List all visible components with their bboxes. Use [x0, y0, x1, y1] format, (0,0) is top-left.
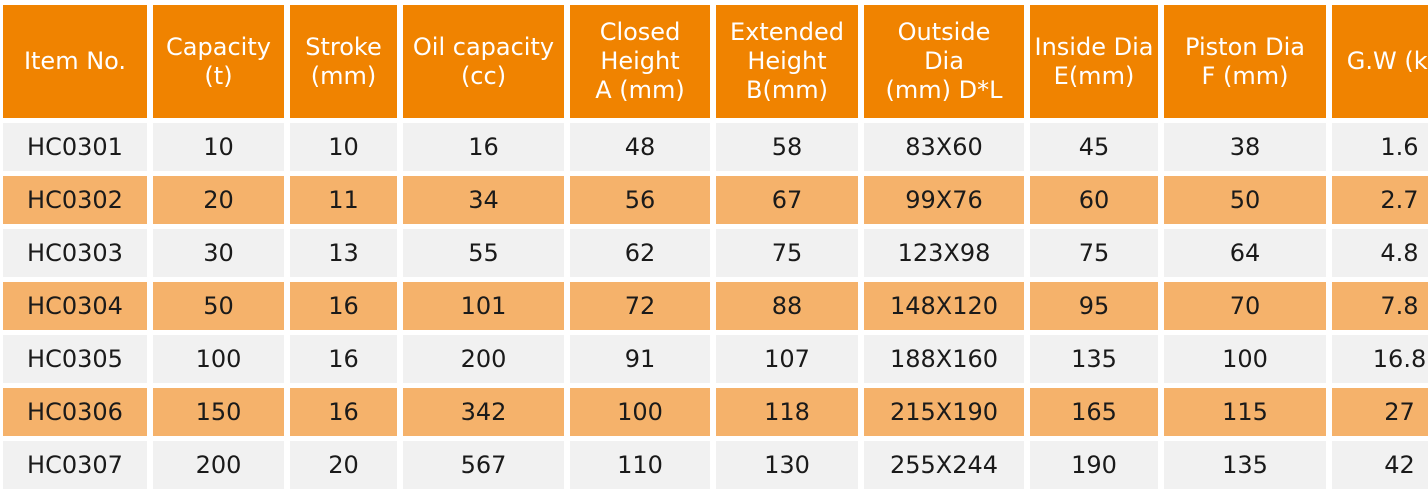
header-item-no: Item No.	[3, 5, 147, 118]
cell-extended-height: 107	[716, 335, 858, 383]
cell-oil-capacity: 34	[403, 176, 564, 224]
cell-piston-dia: 70	[1164, 282, 1326, 330]
cell-capacity: 20	[153, 176, 284, 224]
spec-table: Item No. Capacity (t) Stroke (mm) Oil capac…	[3, 5, 1428, 489]
cell-stroke: 13	[290, 229, 397, 277]
cell-piston-dia: 135	[1164, 441, 1326, 489]
cell-gross-weight: 4.8	[1332, 229, 1428, 277]
cell-inside-dia: 165	[1030, 388, 1158, 436]
cell-extended-height: 58	[716, 123, 858, 171]
cell-gross-weight: 7.8	[1332, 282, 1428, 330]
header-piston-dia: Piston Dia F (mm)	[1164, 5, 1326, 118]
cell-piston-dia: 38	[1164, 123, 1326, 171]
cell-inside-dia: 190	[1030, 441, 1158, 489]
header-capacity: Capacity (t)	[153, 5, 284, 118]
cell-closed-height: 110	[570, 441, 710, 489]
header-oil-capacity: Oil capacity (cc)	[403, 5, 564, 118]
cell-extended-height: 118	[716, 388, 858, 436]
cell-gross-weight: 16.8	[1332, 335, 1428, 383]
cell-stroke: 10	[290, 123, 397, 171]
cell-oil-capacity: 342	[403, 388, 564, 436]
cell-stroke: 20	[290, 441, 397, 489]
cell-gross-weight: 1.6	[1332, 123, 1428, 171]
header-gross-weight: G.W (kg)	[1332, 5, 1428, 118]
cell-outside-dia: 83X60	[864, 123, 1024, 171]
cell-closed-height: 72	[570, 282, 710, 330]
cell-piston-dia: 64	[1164, 229, 1326, 277]
cell-extended-height: 130	[716, 441, 858, 489]
cell-inside-dia: 95	[1030, 282, 1158, 330]
cell-capacity: 50	[153, 282, 284, 330]
cell-capacity: 150	[153, 388, 284, 436]
cell-closed-height: 100	[570, 388, 710, 436]
cell-stroke: 16	[290, 282, 397, 330]
cell-extended-height: 88	[716, 282, 858, 330]
cell-outside-dia: 148X120	[864, 282, 1024, 330]
cell-capacity: 200	[153, 441, 284, 489]
cell-outside-dia: 123X98	[864, 229, 1024, 277]
cell-piston-dia: 115	[1164, 388, 1326, 436]
cell-item-no: HC0302	[3, 176, 147, 224]
cell-item-no: HC0307	[3, 441, 147, 489]
cell-capacity: 10	[153, 123, 284, 171]
cell-piston-dia: 50	[1164, 176, 1326, 224]
cell-oil-capacity: 55	[403, 229, 564, 277]
cell-capacity: 100	[153, 335, 284, 383]
header-outside-dia: Outside Dia (mm) D*L	[864, 5, 1024, 118]
cell-item-no: HC0303	[3, 229, 147, 277]
cell-outside-dia: 255X244	[864, 441, 1024, 489]
cell-closed-height: 56	[570, 176, 710, 224]
cell-inside-dia: 60	[1030, 176, 1158, 224]
cell-inside-dia: 45	[1030, 123, 1158, 171]
cell-inside-dia: 75	[1030, 229, 1158, 277]
cell-outside-dia: 188X160	[864, 335, 1024, 383]
header-stroke: Stroke (mm)	[290, 5, 397, 118]
cell-outside-dia: 215X190	[864, 388, 1024, 436]
cell-stroke: 16	[290, 388, 397, 436]
cell-oil-capacity: 200	[403, 335, 564, 383]
cell-item-no: HC0304	[3, 282, 147, 330]
cell-stroke: 11	[290, 176, 397, 224]
cell-closed-height: 48	[570, 123, 710, 171]
cell-inside-dia: 135	[1030, 335, 1158, 383]
cell-outside-dia: 99X76	[864, 176, 1024, 224]
cell-oil-capacity: 16	[403, 123, 564, 171]
cell-gross-weight: 2.7	[1332, 176, 1428, 224]
header-extended-height: Extended Height B(mm)	[716, 5, 858, 118]
cell-extended-height: 67	[716, 176, 858, 224]
cell-item-no: HC0305	[3, 335, 147, 383]
cell-closed-height: 62	[570, 229, 710, 277]
cell-gross-weight: 27	[1332, 388, 1428, 436]
cell-gross-weight: 42	[1332, 441, 1428, 489]
cell-oil-capacity: 101	[403, 282, 564, 330]
cell-oil-capacity: 567	[403, 441, 564, 489]
cell-piston-dia: 100	[1164, 335, 1326, 383]
cell-extended-height: 75	[716, 229, 858, 277]
cell-capacity: 30	[153, 229, 284, 277]
header-inside-dia: Inside Dia E(mm)	[1030, 5, 1158, 118]
cell-stroke: 16	[290, 335, 397, 383]
header-closed-height: Closed Height A (mm)	[570, 5, 710, 118]
cell-closed-height: 91	[570, 335, 710, 383]
cell-item-no: HC0306	[3, 388, 147, 436]
cell-item-no: HC0301	[3, 123, 147, 171]
